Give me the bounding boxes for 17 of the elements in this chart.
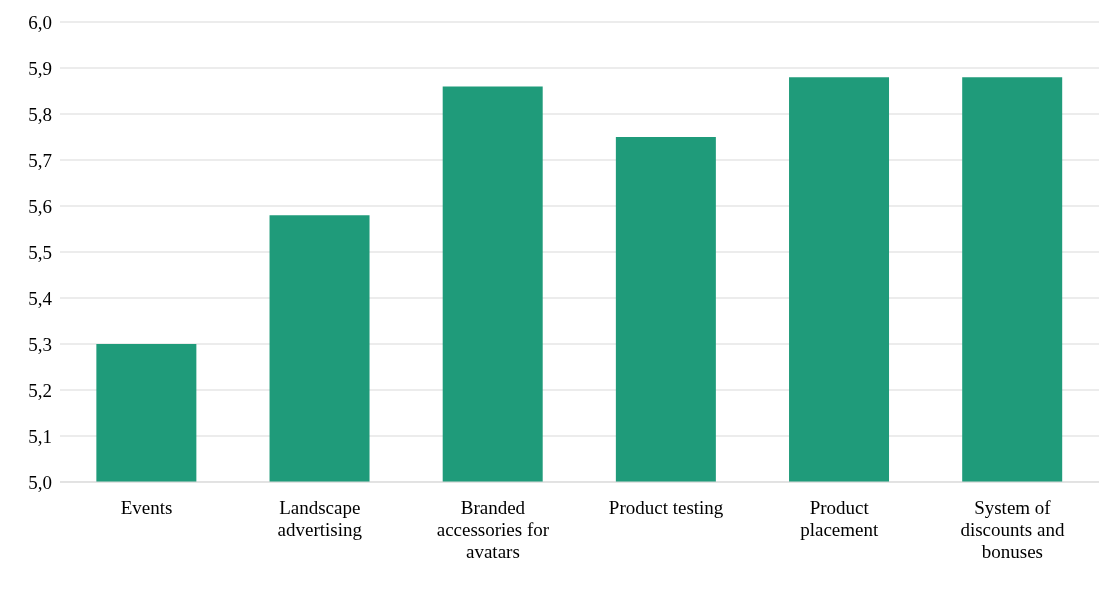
- y-tick-label: 5,3: [28, 333, 52, 355]
- y-tick-label: 5,1: [28, 425, 52, 447]
- x-tick-label: Branded accessories for avatars: [436, 497, 550, 562]
- x-tick-label: System of discounts and bonuses: [960, 497, 1065, 562]
- x-tick-label: Product testing: [608, 497, 724, 518]
- y-tick-label: 5,5: [28, 241, 52, 263]
- x-tick-label: Product placement: [800, 497, 879, 540]
- x-tick-label: Landscape advertising: [277, 497, 363, 540]
- y-tick-label: 5,0: [28, 471, 52, 493]
- x-tick-label: Events: [120, 497, 173, 518]
- y-tick-label: 5,9: [28, 57, 52, 79]
- y-tick-label: 6,0: [28, 11, 52, 33]
- y-tick-label: 5,7: [28, 149, 52, 171]
- y-tick-label: 5,6: [28, 195, 52, 217]
- y-tick-label: 5,4: [28, 287, 53, 309]
- y-tick-label: 5,2: [28, 379, 52, 401]
- y-tick-label: 5,8: [28, 103, 52, 125]
